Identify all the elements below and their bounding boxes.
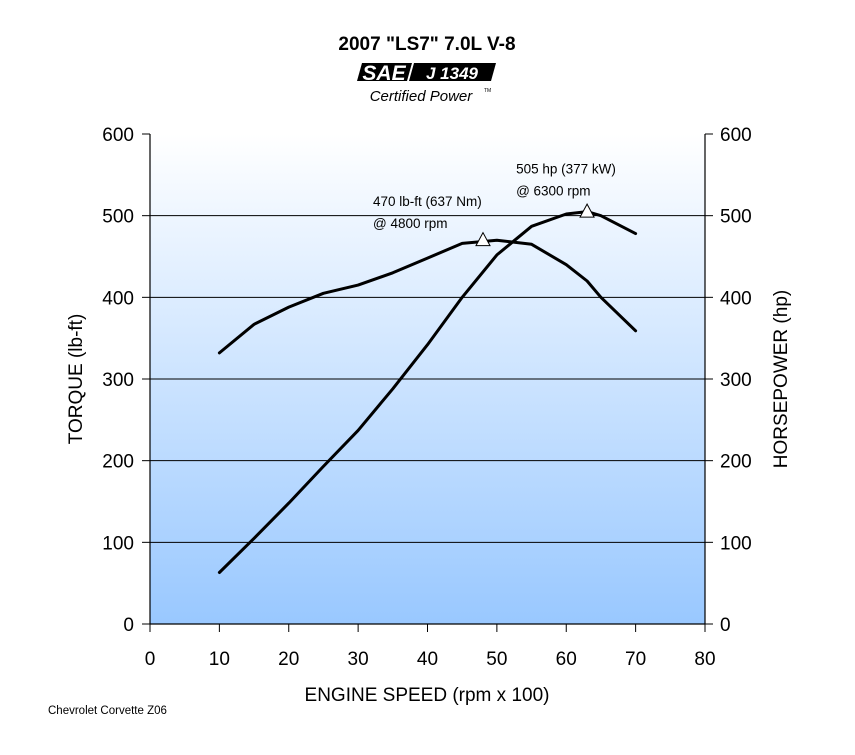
chart-title: 2007 "LS7" 7.0L V-8 bbox=[338, 34, 515, 55]
x-tick-label: 80 bbox=[694, 649, 715, 670]
y-tick-label-right: 300 bbox=[720, 370, 752, 391]
torque-line bbox=[217, 238, 638, 355]
peak-horsepower-label: @ 6300 rpm bbox=[516, 184, 591, 199]
peak-horsepower-label: 505 hp (377 kW) bbox=[516, 162, 616, 177]
x-tick-label: 70 bbox=[625, 649, 646, 670]
y-tick-label-left: 600 bbox=[102, 125, 134, 146]
y-tick-label-left: 100 bbox=[102, 533, 134, 554]
peak-torque-marker bbox=[475, 231, 491, 247]
x-tick-label: 50 bbox=[486, 649, 507, 670]
sae-logo-caption: Certified Power bbox=[370, 88, 474, 105]
gridlines bbox=[150, 215, 705, 543]
y-axis-title-right: HORSEPOWER (hp) bbox=[771, 290, 792, 468]
y-tick-label-left: 300 bbox=[102, 370, 134, 391]
y-tick-label-left: 200 bbox=[102, 452, 134, 473]
y-tick-label-left: 0 bbox=[123, 615, 134, 636]
footer-caption: Chevrolet Corvette Z06 bbox=[48, 705, 167, 717]
x-tick-label: 40 bbox=[417, 649, 438, 670]
x-tick-label: 20 bbox=[278, 649, 299, 670]
axes bbox=[142, 133, 713, 632]
y-tick-label-right: 100 bbox=[720, 533, 752, 554]
peak-markers bbox=[475, 203, 595, 247]
y-tick-label-right: 600 bbox=[720, 125, 752, 146]
x-tick-label: 60 bbox=[556, 649, 577, 670]
x-tick-label: 0 bbox=[145, 649, 156, 670]
annotations: 470 lb-ft (637 Nm) @ 4800 rpm 505 hp (377 … bbox=[373, 162, 616, 232]
y-tick-label-left: 400 bbox=[102, 288, 134, 309]
x-axis-title: ENGINE SPEED (rpm x 100) bbox=[305, 685, 550, 706]
y-tick-label-right: 400 bbox=[720, 288, 752, 309]
x-tick-label: 30 bbox=[348, 649, 369, 670]
sae-logo-standard: J 1349 bbox=[426, 64, 479, 83]
peak-torque-label: @ 4800 rpm bbox=[373, 216, 448, 231]
y-tick-label-right: 0 bbox=[720, 615, 731, 636]
sae-logo-tm: TM bbox=[484, 88, 491, 94]
sae-logo-brand: SAE bbox=[362, 62, 406, 85]
tick-labels: 0 100 200 300 400 500 600 0 100 200 300 400 500 600 0 1… bbox=[102, 125, 751, 670]
peak-torque-label: 470 lb-ft (637 Nm) bbox=[373, 194, 482, 209]
sae-logo: SAE J 1349 Certified Power TM bbox=[357, 62, 496, 105]
y-tick-label-right: 500 bbox=[720, 207, 752, 228]
y-tick-label-left: 500 bbox=[102, 207, 134, 228]
x-tick-label: 10 bbox=[209, 649, 230, 670]
peak-horsepower-marker bbox=[579, 203, 595, 218]
y-axis-title-left: TORQUE (lb-ft) bbox=[66, 314, 87, 445]
y-tick-label-right: 200 bbox=[720, 452, 752, 473]
